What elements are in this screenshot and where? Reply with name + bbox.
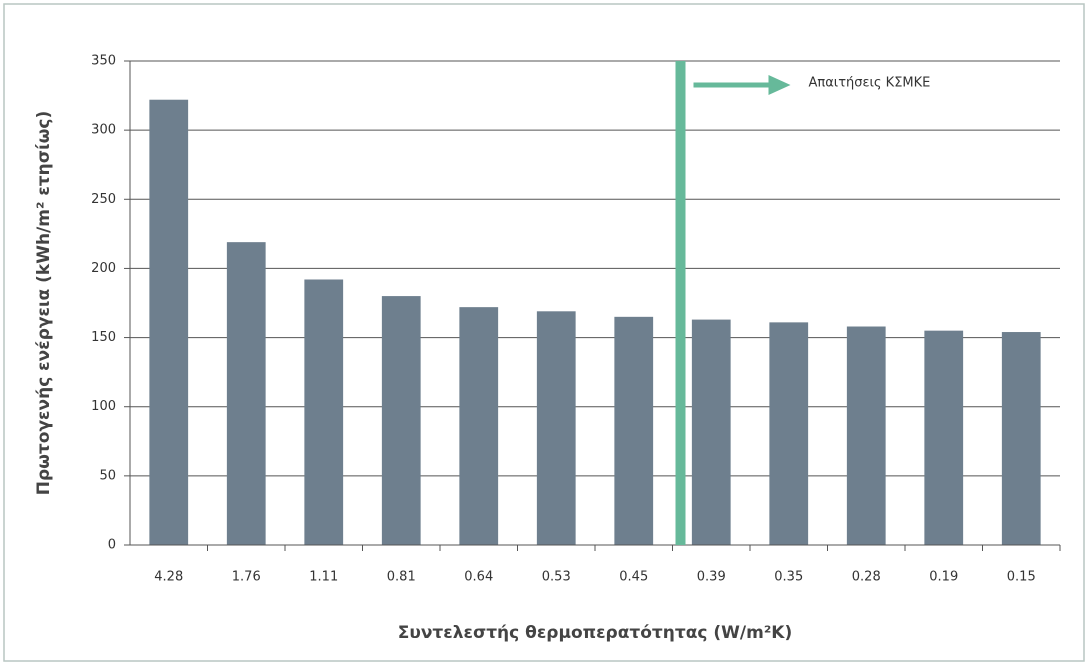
bar [846,326,886,545]
bar [304,279,344,545]
y-tick-label: 50 [99,468,116,483]
x-tick-label: 0.53 [542,570,571,585]
bar [536,311,576,545]
x-tick-label: 0.15 [1007,570,1036,585]
x-axis-title: Συντελεστής θερμοπερατότητας (W/m²K) [398,623,793,643]
bar [691,319,731,545]
bar [459,307,499,545]
x-tick-label: 0.45 [619,570,648,585]
x-tick-label: 0.64 [464,570,493,585]
x-tick-label: 4.28 [154,570,183,585]
y-tick-label: 150 [91,330,116,345]
threshold-line [675,61,686,545]
y-tick-label: 250 [91,192,116,207]
bar [614,316,654,545]
x-tick-label: 0.81 [387,570,416,585]
x-tick-label: 0.28 [852,570,881,585]
x-tick-label: 0.19 [929,570,958,585]
y-tick-label: 200 [91,261,116,276]
bar [924,330,964,545]
bar [769,322,809,545]
bar [1001,332,1041,545]
annotation-arrowhead [768,75,791,95]
frame [3,3,1085,662]
y-axis-title: Πρωτογενής ενέργεια (kWh/m² ετησίως) [34,111,54,495]
annotation: Απαιτήσεις ΚΣΜΚΕ [809,76,931,91]
bar [226,242,266,545]
y-tick-label: 100 [91,399,116,414]
y-tick-label: 300 [91,123,116,138]
x-tick-label: 1.11 [309,570,338,585]
bar [381,296,421,545]
bar [149,99,189,545]
y-tick-label: 350 [91,54,116,69]
x-tick-label: 0.39 [697,570,726,585]
x-tick-label: 0.35 [774,570,803,585]
y-tick-label: 0 [108,538,116,553]
x-tick-label: 1.76 [232,570,261,585]
